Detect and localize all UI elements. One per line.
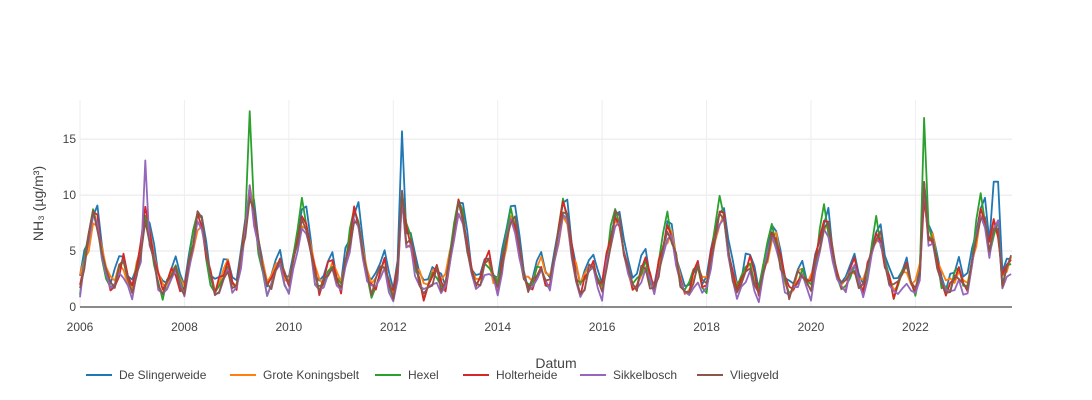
x-tick-label: 2018 xyxy=(693,320,720,334)
legend[interactable]: De Slingerweide Grote Koningsbelt Hexel Hol… xyxy=(86,368,779,382)
y-tick-label: 5 xyxy=(69,244,76,258)
x-tick-label: 2014 xyxy=(484,320,511,334)
y-tick-label: 15 xyxy=(63,132,77,146)
x-tick-label: 2016 xyxy=(589,320,616,334)
legend-item-grote-koningsbelt[interactable]: Grote Koningsbelt xyxy=(230,368,360,382)
legend-label: Vliegveld xyxy=(730,368,779,382)
legend-label: De Slingerweide xyxy=(119,368,207,382)
y-axis-ticks: 0 5 10 15 xyxy=(63,132,77,314)
series-layer xyxy=(79,110,1012,304)
x-tick-label: 2012 xyxy=(380,320,407,334)
x-tick-label: 2008 xyxy=(171,320,198,334)
x-axis-ticks: 2006 2008 2010 2012 2014 2016 2018 2020 2022 xyxy=(67,320,929,334)
legend-item-sikkelbosch[interactable]: Sikkelbosch xyxy=(580,368,677,382)
legend-item-holterheide[interactable]: Holterheide xyxy=(463,368,558,382)
legend-item-hexel[interactable]: Hexel xyxy=(375,368,439,382)
x-tick-label: 2022 xyxy=(902,320,929,334)
x-axis-title: Datum xyxy=(535,355,576,371)
legend-label: Grote Koningsbelt xyxy=(263,368,360,382)
x-tick-label: 2006 xyxy=(67,320,94,334)
x-tick-label: 2010 xyxy=(275,320,302,334)
legend-label: Hexel xyxy=(408,368,439,382)
y-tick-label: 0 xyxy=(69,300,76,314)
legend-item-vliegveld[interactable]: Vliegveld xyxy=(697,368,779,382)
series-line-de-slingerweide[interactable] xyxy=(79,130,1012,294)
series-line-vliegveld[interactable] xyxy=(79,180,1012,301)
legend-item-de-slingerweide[interactable]: De Slingerweide xyxy=(86,368,207,382)
legend-label: Sikkelbosch xyxy=(613,368,677,382)
legend-label: Holterheide xyxy=(496,368,558,382)
y-tick-label: 10 xyxy=(63,188,77,202)
y-axis-title: NH₃ (µg/m³) xyxy=(30,166,46,241)
x-tick-label: 2020 xyxy=(798,320,825,334)
grid-lines xyxy=(79,100,1012,308)
